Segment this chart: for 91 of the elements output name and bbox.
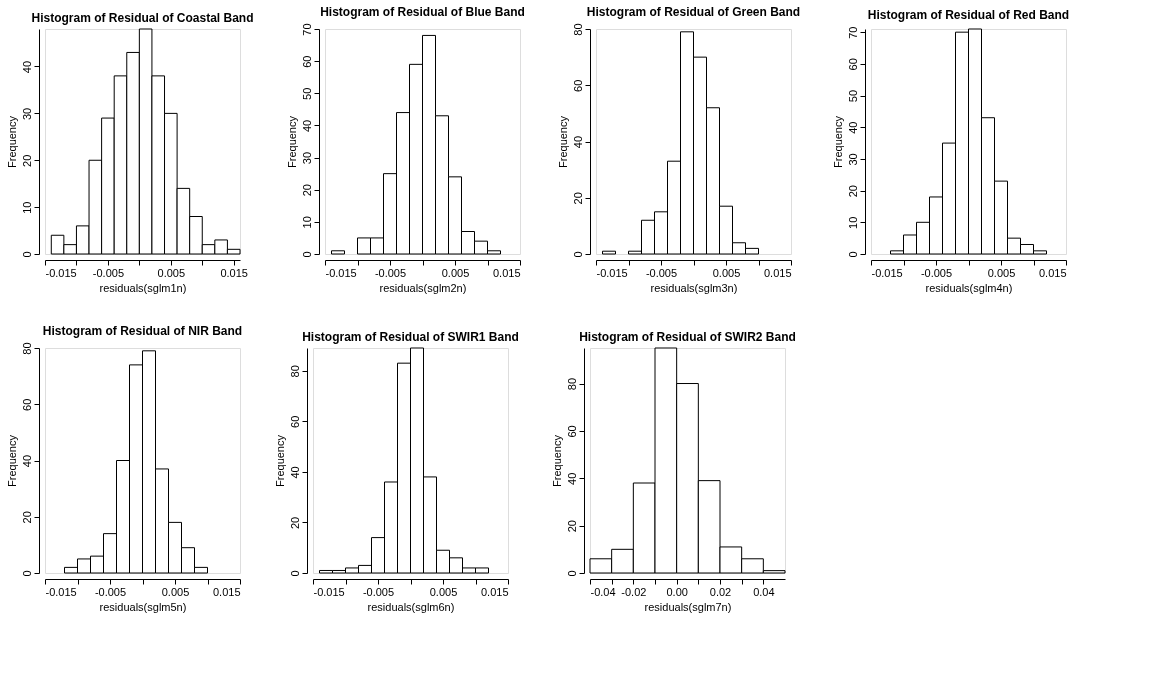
- x-tick-label: 0.005: [987, 266, 1016, 279]
- y-tick-label: 20: [20, 154, 33, 167]
- x-tick-label: -0.04: [590, 585, 616, 598]
- x-tick-label: 0.015: [480, 585, 509, 598]
- y-tick-label: 40: [20, 60, 33, 74]
- y-tick-label: 40: [846, 121, 859, 134]
- y-tick-label: 60: [20, 398, 33, 411]
- chart-title: Histogram of Residual of Blue Band: [320, 4, 525, 19]
- x-tick-label: 0.02: [709, 585, 732, 598]
- x-tick-label: -0.005: [374, 266, 407, 279]
- y-tick-label: 20: [20, 511, 33, 524]
- y-axis-title: Frequency: [831, 115, 844, 168]
- y-tick-label: 0: [846, 251, 859, 258]
- y-tick-label: 40: [288, 466, 301, 479]
- y-axis-title: Frequency: [285, 115, 298, 168]
- y-tick-label: 10: [20, 201, 33, 214]
- y-axis-title: Frequency: [5, 434, 18, 487]
- y-tick-label: 0: [571, 251, 584, 258]
- y-axis-title: Frequency: [5, 115, 18, 168]
- x-tick-label: -0.005: [92, 266, 124, 279]
- x-tick-label: -0.02: [621, 585, 647, 598]
- x-tick-label: 0.005: [441, 266, 470, 279]
- x-tick-label: -0.015: [871, 266, 903, 279]
- y-tick-label: 80: [288, 365, 301, 378]
- y-tick-label: 10: [300, 216, 313, 229]
- x-tick-label: -0.005: [94, 585, 127, 598]
- x-tick-label: -0.015: [325, 266, 357, 279]
- y-tick-label: 0: [565, 570, 578, 577]
- y-tick-label: 10: [846, 216, 859, 229]
- y-tick-label: 20: [288, 516, 301, 530]
- y-tick-label: 40: [565, 472, 578, 485]
- chart-title: Histogram of Residual of SWIR1 Band: [302, 329, 519, 344]
- y-tick-label: 40: [20, 454, 33, 468]
- x-tick-label: 0.015: [212, 585, 241, 598]
- y-tick-label: 60: [565, 425, 578, 438]
- y-tick-label: 20: [571, 192, 584, 205]
- y-tick-label: 70: [846, 26, 859, 39]
- y-tick-label: 80: [20, 342, 33, 355]
- x-tick-label: 0.005: [157, 266, 186, 279]
- x-tick-label: -0.015: [45, 266, 77, 279]
- y-axis-title: Frequency: [550, 434, 563, 487]
- x-tick-label: 0.005: [161, 585, 190, 598]
- y-tick-label: 40: [300, 119, 313, 133]
- x-tick-label: -0.015: [45, 585, 77, 598]
- x-tick-label: 0.04: [753, 585, 775, 598]
- chart-title: Histogram of Residual of SWIR2 Band: [579, 329, 796, 344]
- y-tick-label: 0: [20, 251, 33, 258]
- x-axis-title: residuals(sglm1n): [99, 281, 187, 294]
- y-tick-label: 20: [300, 184, 313, 197]
- x-tick-label: 0.015: [220, 266, 248, 279]
- y-tick-label: 60: [846, 58, 859, 71]
- y-tick-label: 0: [288, 570, 301, 577]
- x-axis-title: residuals(sglm5n): [99, 600, 187, 613]
- y-tick-label: 80: [565, 377, 578, 391]
- y-axis-title: Frequency: [556, 115, 569, 168]
- y-tick-label: 0: [300, 251, 313, 258]
- y-tick-label: 20: [565, 520, 578, 533]
- chart-title: Histogram of Residual of Red Band: [867, 8, 1070, 23]
- x-tick-label: 0.005: [712, 266, 741, 279]
- x-tick-label: -0.005: [362, 585, 395, 598]
- chart-title: Histogram of Residual of Coastal Band: [31, 10, 254, 25]
- x-axis-title: residuals(sglm3n): [650, 281, 738, 294]
- x-tick-label: -0.005: [645, 266, 678, 279]
- x-tick-label: 0.015: [492, 266, 521, 279]
- y-tick-label: 60: [571, 79, 584, 92]
- y-tick-label: 50: [846, 89, 859, 103]
- y-tick-label: 0: [20, 570, 33, 577]
- chart-title: Histogram of Residual of Green Band: [586, 4, 801, 19]
- x-tick-label: -0.005: [920, 266, 953, 279]
- y-tick-label: 30: [20, 107, 33, 120]
- y-tick-label: 30: [300, 151, 313, 165]
- y-tick-label: 30: [846, 153, 859, 166]
- x-tick-label: 0.005: [429, 585, 458, 598]
- y-tick-label: 60: [300, 55, 313, 68]
- x-tick-label: 0.015: [1038, 266, 1067, 279]
- y-tick-label: 70: [300, 23, 313, 36]
- x-axis-title: residuals(sglm2n): [379, 281, 467, 294]
- y-tick-label: 20: [846, 184, 859, 198]
- y-tick-label: 60: [288, 415, 301, 428]
- x-tick-label: -0.015: [596, 266, 628, 279]
- x-tick-label: 0.015: [763, 266, 792, 279]
- y-tick-label: 40: [571, 135, 584, 149]
- x-axis-title: residuals(sglm7n): [644, 600, 732, 613]
- chart-title: Histogram of Residual of NIR Band: [42, 323, 243, 338]
- x-tick-label: 0.00: [666, 585, 688, 598]
- x-axis-title: residuals(sglm4n): [925, 281, 1013, 294]
- y-axis-title: Frequency: [273, 434, 286, 487]
- x-axis-title: residuals(sglm6n): [367, 600, 455, 613]
- y-tick-label: 80: [571, 23, 584, 36]
- y-tick-label: 50: [300, 87, 313, 100]
- x-tick-label: -0.015: [313, 585, 345, 598]
